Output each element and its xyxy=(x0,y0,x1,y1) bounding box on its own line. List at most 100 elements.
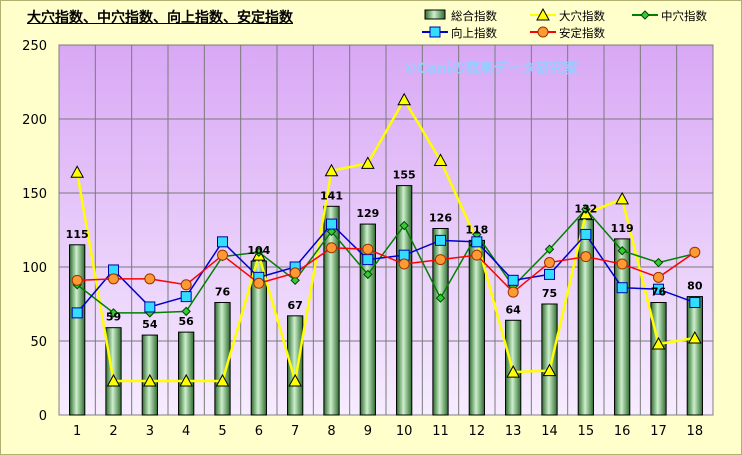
bar xyxy=(468,239,485,416)
triangle-marker xyxy=(687,330,702,344)
circle-marker xyxy=(580,251,592,263)
circle-marker xyxy=(689,246,701,258)
square-marker xyxy=(217,236,228,248)
legend-swatch xyxy=(530,26,556,38)
triangle-marker xyxy=(506,365,521,378)
x-tick-label: 9 xyxy=(364,424,372,439)
circle-marker xyxy=(180,279,192,291)
square-marker xyxy=(362,254,374,266)
circle-marker xyxy=(653,271,664,283)
x-tick-label: 10 xyxy=(396,424,413,439)
circle-marker xyxy=(537,26,549,38)
chart-title: 大穴指数、中穴指数、向上指数、安定指数 xyxy=(27,10,293,26)
square-marker xyxy=(71,307,83,319)
y-tick-label: 150 xyxy=(22,187,47,202)
bar xyxy=(105,327,122,416)
x-tick-label: 4 xyxy=(182,424,190,439)
bar-value-label: 54 xyxy=(142,318,158,331)
bar xyxy=(287,315,304,416)
x-tick-label: 18 xyxy=(687,424,704,439)
bar-value-label: 129 xyxy=(356,207,379,220)
triangle-marker xyxy=(536,7,550,21)
bar-value-label: 126 xyxy=(429,212,452,225)
circle-marker xyxy=(471,249,483,261)
bar xyxy=(432,228,449,416)
y-tick-label: 50 xyxy=(30,335,47,350)
diamond-marker xyxy=(108,308,119,318)
bar-value-label: 59 xyxy=(106,311,121,324)
x-tick-label: 13 xyxy=(505,424,522,439)
series-line xyxy=(75,97,696,383)
triangle-marker xyxy=(70,165,85,178)
bar-value-label: 64 xyxy=(506,303,522,316)
legend-label: 安定指数 xyxy=(559,26,605,40)
bar-value-label: 155 xyxy=(393,169,416,182)
legend-label: 中穴指数 xyxy=(661,9,707,23)
square-marker xyxy=(435,234,446,246)
triangle-marker xyxy=(615,191,630,205)
triangle-marker xyxy=(542,363,557,377)
circle-marker xyxy=(507,286,519,298)
series-line xyxy=(77,247,696,294)
bar-value-label: 104 xyxy=(247,244,270,257)
bar-value-label: 132 xyxy=(574,203,597,216)
triangle-marker xyxy=(106,373,121,387)
legend-item: 中穴指数 xyxy=(631,7,735,23)
square-marker xyxy=(144,301,156,313)
circle-marker xyxy=(217,249,228,261)
x-tick-label: 3 xyxy=(146,424,154,439)
x-tick-label: 16 xyxy=(614,424,631,439)
triangle-marker xyxy=(397,92,412,106)
bar-value-label: 76 xyxy=(215,286,231,299)
bar-value-label: 67 xyxy=(288,299,303,312)
bar xyxy=(250,260,267,416)
bar xyxy=(323,205,340,416)
diamond-marker xyxy=(363,269,373,280)
bar-value-label: 56 xyxy=(179,315,195,328)
diamond-marker xyxy=(181,306,191,317)
circle-marker xyxy=(544,257,555,269)
legend-label: 大穴指数 xyxy=(559,9,605,23)
square-marker xyxy=(616,282,628,294)
x-tick-label: 2 xyxy=(109,424,117,439)
bar xyxy=(69,244,86,416)
diamond-marker xyxy=(435,293,446,303)
series-line xyxy=(76,208,696,314)
diamond-marker xyxy=(399,220,409,231)
x-tick-label: 6 xyxy=(255,424,263,439)
circle-marker xyxy=(362,243,374,255)
x-tick-label: 17 xyxy=(650,424,667,439)
x-tick-label: 5 xyxy=(218,424,226,439)
diamond-marker xyxy=(290,275,300,286)
legend-item: 向上指数 xyxy=(421,24,525,40)
y-tick-label: 200 xyxy=(22,113,47,128)
x-tick-label: 1 xyxy=(73,424,81,439)
circle-marker xyxy=(289,267,301,279)
square-marker xyxy=(689,297,701,309)
y-tick-label: 250 xyxy=(22,39,47,54)
circle-marker xyxy=(71,274,83,286)
bar-value-label: 118 xyxy=(465,223,488,236)
diamond-marker xyxy=(581,204,591,214)
circle-marker xyxy=(108,273,119,285)
bar-value-label: 75 xyxy=(542,287,557,300)
bar-value-label: 115 xyxy=(66,228,89,241)
x-tick-label: 7 xyxy=(291,424,299,439)
bar-value-label: 141 xyxy=(320,189,343,202)
square-marker xyxy=(429,26,441,38)
bar-value-label: 119 xyxy=(611,222,634,235)
circle-marker xyxy=(435,254,446,266)
legend-item: 安定指数 xyxy=(529,24,633,40)
circle-marker xyxy=(398,258,410,270)
bar-value-label: 76 xyxy=(651,286,667,299)
x-tick-label: 15 xyxy=(578,424,595,439)
legend-swatch xyxy=(530,7,556,21)
y-tick-label: 100 xyxy=(22,261,47,276)
circle-marker xyxy=(616,258,628,270)
legend-bar-swatch xyxy=(424,9,446,20)
diamond-marker xyxy=(653,257,664,268)
square-marker xyxy=(326,218,337,230)
bar xyxy=(541,303,558,416)
triangle-marker xyxy=(324,163,339,177)
